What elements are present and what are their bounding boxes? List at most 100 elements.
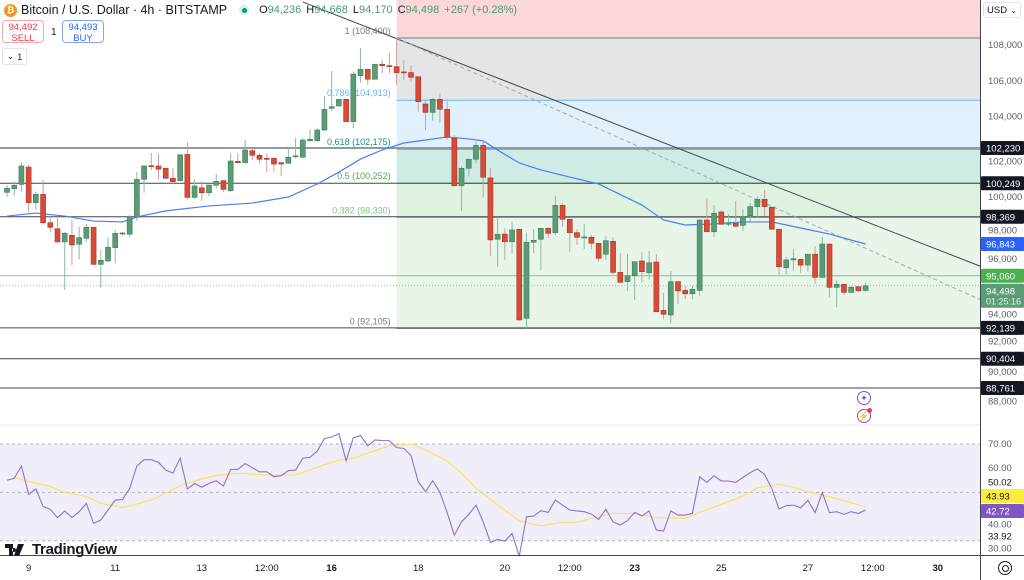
candle-up xyxy=(76,226,82,260)
candle-body xyxy=(256,155,263,160)
candle-body xyxy=(451,137,458,187)
candle-body xyxy=(444,109,450,138)
candle-up xyxy=(740,209,746,231)
time-tick-label: 12:00 xyxy=(255,563,279,574)
candle-body xyxy=(393,66,400,73)
level-price-tag-bg xyxy=(981,209,1024,224)
low-value: 94,170 xyxy=(359,4,393,16)
low-label: L xyxy=(352,4,360,16)
candle-body xyxy=(682,290,689,295)
candle-body xyxy=(725,222,732,225)
time-tick-label: 12:00 xyxy=(558,563,582,574)
level-price-tag-bg xyxy=(981,351,1024,366)
currency-selector[interactable]: USD ⌄ xyxy=(983,2,1021,18)
candle-body xyxy=(790,258,797,261)
candle-up xyxy=(805,253,811,272)
candle-body xyxy=(40,194,46,223)
candle-down xyxy=(199,180,205,201)
level-price-tag: 102,230 xyxy=(981,141,1024,155)
candle-body xyxy=(350,73,357,122)
time-tick-label: 11 xyxy=(110,563,120,574)
order-quantity[interactable]: 1 xyxy=(51,27,57,38)
candle-body xyxy=(227,160,234,192)
candle-body xyxy=(170,177,176,182)
ohlc-readout: O94,236 H94,668 L94,170 C94,498 +267 (+0… xyxy=(259,4,517,16)
tradingview-logo[interactable]: TradingView xyxy=(5,541,117,558)
sparkle-icon[interactable]: ✦ xyxy=(857,391,871,405)
sell-button[interactable]: 94,492 SELL xyxy=(2,20,44,44)
candle-up xyxy=(292,138,299,159)
indicators-toggle-button[interactable]: ⌄ 1 xyxy=(2,48,27,65)
candle-body xyxy=(249,150,256,156)
candles xyxy=(4,38,869,329)
candle-up xyxy=(61,231,68,291)
close-label: C xyxy=(397,4,406,16)
rsi-axis-label: 40.00 xyxy=(988,520,1012,531)
candle-down xyxy=(90,226,97,265)
candle-body xyxy=(69,235,75,246)
candle-down xyxy=(155,153,162,180)
candle-up xyxy=(285,148,292,165)
candle-body xyxy=(47,222,54,228)
candle-down xyxy=(718,210,725,225)
candle-body xyxy=(285,156,292,164)
level-price-tag-bg xyxy=(981,320,1024,335)
candle-up xyxy=(667,270,674,324)
symbol-title[interactable]: Bitcoin / U.S. Dollar · 4h · BITSTAMP xyxy=(21,3,228,17)
candle-up xyxy=(97,249,104,289)
candle-body xyxy=(83,226,90,239)
candle-body xyxy=(639,260,645,272)
candle-body xyxy=(848,287,854,293)
candle-body xyxy=(538,228,544,240)
time-tick-label: 16 xyxy=(326,563,337,574)
candle-down xyxy=(54,218,61,243)
candle-body xyxy=(90,226,97,265)
candle-up xyxy=(372,63,378,80)
candle-body xyxy=(292,155,299,158)
fib-zone xyxy=(396,100,980,149)
candle-down xyxy=(220,180,227,192)
level-price-tag-text: 92,139 xyxy=(986,323,1015,334)
level-price-tag: 95,060 xyxy=(981,268,1024,283)
buy-button[interactable]: 94,493 BUY xyxy=(62,20,104,44)
candle-up xyxy=(473,141,479,164)
candle-body xyxy=(191,185,198,198)
candle-up xyxy=(11,181,18,196)
candle-up xyxy=(126,215,133,237)
lightning-alert-icon[interactable]: ⚡ xyxy=(857,408,872,423)
candle-body xyxy=(718,211,725,225)
price-tick-label: 108,000 xyxy=(988,40,1022,51)
fib-level-label: 0 (92,105) xyxy=(350,316,391,326)
countdown-text: 01:25:16 xyxy=(986,296,1021,306)
candle-body xyxy=(307,138,313,141)
candle-body xyxy=(747,206,753,217)
candle-body xyxy=(494,233,501,240)
level-price-tag-text: 88,761 xyxy=(986,384,1015,395)
candle-body xyxy=(776,228,782,267)
candle-down xyxy=(574,229,580,245)
candle-body xyxy=(667,281,674,316)
candle-body xyxy=(530,240,537,243)
candle-body xyxy=(473,145,479,160)
candle-body xyxy=(833,284,840,288)
candle-up xyxy=(300,138,306,158)
candle-body xyxy=(862,285,869,291)
candle-down xyxy=(278,162,284,176)
level-price-tag: 90,404 xyxy=(981,351,1024,366)
candle-body xyxy=(732,223,739,227)
candle-body xyxy=(783,259,790,269)
price-tick-label: 104,000 xyxy=(988,111,1022,122)
candle-body xyxy=(112,233,119,248)
candle-body xyxy=(675,281,681,292)
candle-up xyxy=(603,235,609,260)
rsi-line xyxy=(6,432,866,557)
candle-up xyxy=(242,139,248,164)
price-tick-label: 92,000 xyxy=(988,336,1017,347)
time-tick-label: 20 xyxy=(500,563,511,574)
candle-down xyxy=(502,228,508,260)
chart-settings-icon[interactable] xyxy=(998,561,1012,575)
time-tick-label: 13 xyxy=(197,563,208,574)
candle-body xyxy=(199,187,205,194)
